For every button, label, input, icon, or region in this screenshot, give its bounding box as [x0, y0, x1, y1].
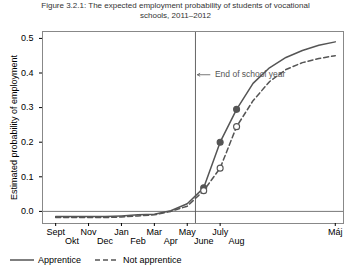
svg-text:0.5: 0.5 [21, 33, 34, 43]
svg-text:Okt: Okt [65, 236, 80, 246]
svg-text:Aug: Aug [229, 236, 245, 246]
svg-text:0.0: 0.0 [21, 206, 34, 216]
svg-text:0.1: 0.1 [21, 172, 34, 182]
svg-text:Mar: Mar [147, 227, 163, 237]
svg-text:May: May [178, 226, 196, 237]
html-text:Figure 3.2.1: The expected emp: Figure 3.2.1: The expected employment pr… [41, 1, 310, 20]
svg-text:July: July [212, 227, 229, 237]
svg-text:Apr: Apr [164, 236, 178, 246]
svg-text:0.4: 0.4 [21, 68, 34, 78]
svg-text:Estimated probability of emplo: Estimated probability of employment [9, 54, 19, 200]
svg-text:0.3: 0.3 [21, 102, 34, 112]
html-text:Not apprentice: Not apprentice [123, 255, 182, 265]
svg-text:Máj: Máj [328, 227, 343, 237]
svg-text:Nov: Nov [81, 227, 98, 237]
html-text:Apprentice: Apprentice [38, 255, 81, 265]
svg-text:End of school year: End of school year [215, 69, 286, 79]
svg-text:Jan: Jan [114, 227, 129, 237]
svg-text:0.2: 0.2 [21, 137, 34, 147]
svg-text:Sept: Sept [46, 227, 65, 237]
svg-text:Dec: Dec [97, 236, 114, 246]
svg-text:Feb: Feb [130, 236, 146, 246]
svg-text:June: June [194, 236, 214, 246]
